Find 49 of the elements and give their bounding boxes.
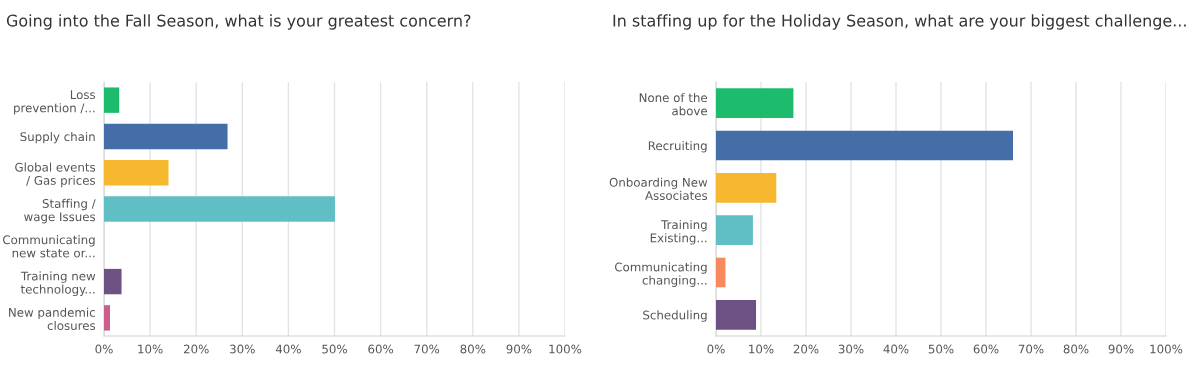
x-tick-label: 0% (95, 344, 113, 354)
x-tick-label: 60% (368, 344, 394, 354)
x-tick-label: 10% (138, 344, 163, 354)
x-tick-label: 70% (414, 344, 440, 354)
x-tick-label: 60% (973, 344, 999, 354)
x-tick-label: 30% (230, 344, 255, 354)
y-tick-label: Communicating new state or... (3, 235, 95, 258)
x-tick-label: 10% (749, 344, 774, 354)
bar (716, 173, 777, 203)
y-tick-label: Global events / Gas prices (15, 162, 96, 188)
y-tick-label: Training Existing... (650, 219, 707, 245)
x-tick-label: 40% (275, 344, 301, 354)
x-tick-label: 20% (793, 344, 819, 354)
y-tick-label: Supply chain (20, 131, 95, 144)
y-tick-label: Recruiting (648, 141, 707, 153)
bar (104, 160, 169, 186)
bar (716, 300, 757, 330)
y-tick-label: Loss prevention /... (14, 90, 96, 115)
x-tick-label: 80% (460, 344, 486, 354)
x-tick-label: 20% (183, 344, 209, 354)
bar (104, 268, 122, 295)
x-tick-label: 70% (1018, 344, 1044, 354)
x-tick-label: 30% (838, 344, 864, 354)
x-tick-label: 90% (1108, 344, 1134, 354)
bar (104, 87, 120, 113)
x-tick-label: 0% (707, 344, 725, 354)
x-tick-label: 100% (1150, 344, 1183, 354)
bar (716, 215, 753, 245)
y-tick-label: Training new technology... (20, 271, 96, 297)
x-tick-label: 100% (549, 344, 582, 354)
y-tick-label: Onboarding New Associates (609, 177, 708, 200)
bar (716, 257, 726, 288)
y-tick-label: None of the above (639, 92, 708, 116)
chart-title: Going into the Fall Season, what is your greatest concern? (6, 14, 471, 30)
x-tick-label: 50% (928, 344, 954, 354)
y-tick-label: Communicating changing... (615, 262, 707, 287)
y-tick-label: New pandemic closures (9, 307, 96, 331)
x-tick-label: 90% (506, 344, 532, 354)
bar (716, 130, 1013, 161)
bar (104, 196, 335, 222)
bar (104, 123, 228, 150)
x-tick-label: 40% (883, 344, 909, 354)
bar (104, 305, 110, 331)
x-tick-label: 50% (322, 344, 347, 354)
bar (716, 88, 794, 118)
y-tick-label: Staffing / wage Issues (24, 198, 96, 224)
chart-title: In staffing up for the Holiday Season, what are your biggest challenge... (613, 14, 1186, 30)
x-tick-label: 80% (1063, 344, 1089, 354)
y-tick-label: Scheduling (643, 310, 707, 322)
